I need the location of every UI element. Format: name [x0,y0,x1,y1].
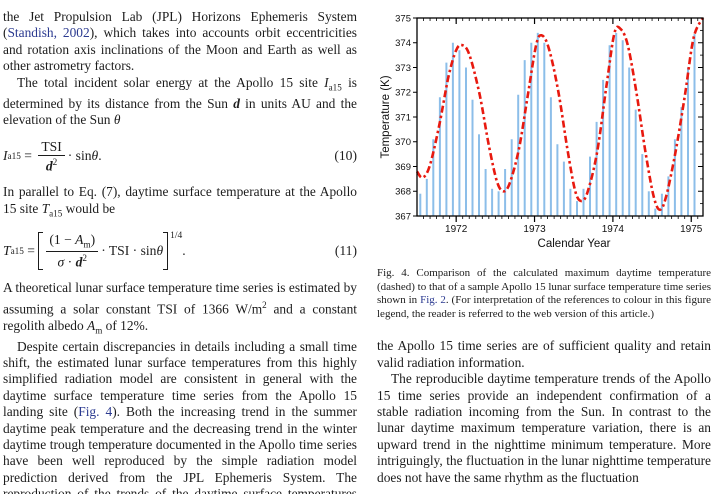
equation-number: (10) [334,148,357,164]
text-segment: in units AU and the elevation of the Sun [3,95,357,128]
body-paragraph: In parallel to Eq. (7), daytime surface … [3,184,357,221]
text-segment: T [41,200,50,216]
y-tick-label: 372 [395,88,411,99]
equation-exponent: 1/4 [170,231,183,242]
equation-period: . [98,148,102,164]
body-paragraph: The total incident solar energy at the A… [3,75,357,129]
equation-term: · TSI · sin [101,243,157,259]
equals-sign: = [23,243,39,259]
equation-term: · sin [67,148,92,164]
text-segment: 2 [262,299,267,310]
text-segment: d [233,95,240,111]
body-paragraph: the Jet Propulsion Lab (JPL) Horizons Ep… [3,9,357,75]
y-tick-label: 370 [395,137,411,148]
text-segment: and a constant regolith albedo [3,301,357,333]
text-segment: a15 [328,82,342,93]
fraction-denominator: σ · d2 [46,251,99,270]
model-curve [415,17,705,212]
body-paragraph: The reproducible daytime temperature tre… [377,371,711,486]
equation-subscript: a15 [10,246,24,257]
y-tick-label: 375 [395,13,411,24]
equation-period: . [182,243,186,259]
x-tick-label: 1973 [523,224,546,235]
text-segment: ). Both the increasing trend in the summ… [3,404,357,494]
equation-number: (11) [334,243,357,259]
text-segment: I [324,74,329,90]
equation-term: I [3,148,8,164]
y-tick-label: 368 [395,187,411,198]
fraction-numerator: TSI [41,138,62,154]
reference-link[interactable]: Standish, 2002 [7,25,90,41]
text-segment: m [95,325,103,336]
fraction: TSI d2 [38,138,65,175]
y-tick-label: 371 [395,112,411,123]
equation-term: T [3,243,11,259]
x-axis: 1972 1973 1974 1975 [423,18,703,235]
x-tick-label: 1972 [445,224,468,235]
body-paragraph: Despite certain discrepancies in details… [3,339,357,494]
y-axis-title: Temperature (K) [380,75,392,158]
y-tick-label: 373 [395,63,411,74]
left-column: the Jet Propulsion Lab (JPL) Horizons Ep… [3,9,357,494]
body-paragraph: the Apollo 15 time series are of suffici… [377,338,711,371]
fraction: (1 − Am) σ · d2 [46,231,99,271]
right-bracket [163,231,169,271]
text-segment: the Jet Propulsion Lab (JPL) Horizons Ep… [3,9,357,41]
right-column: 367 368 369 370 371 372 373 374 375 1972 1973 1974 1… [377,8,711,486]
equation-subscript: a15 [7,151,21,162]
text-segment: of 12%. [102,317,149,333]
text-segment: Despite certain discrepancies in details… [3,338,357,420]
y-axis: 367 368 369 370 371 372 373 374 375 [395,13,703,222]
reference-link[interactable]: Fig. 2 [420,294,446,307]
theta-symbol: θ [156,243,164,259]
body-paragraph: A theoretical lunar surface temperature … [3,280,357,338]
text-segment: is determined by its distance from the S… [3,74,358,111]
text-segment: A theoretical lunar surface temperature … [3,280,357,317]
text-segment: The total incident solar energy at the A… [17,74,325,90]
x-tick-label: 1974 [602,224,625,235]
y-tick-label: 369 [395,162,411,173]
text-segment: Fig. 4. Comparison of the calculated max… [377,267,711,307]
reference-link[interactable]: Fig. 4 [78,404,113,420]
text-segment: would be [62,200,116,216]
left-bracket [38,231,44,271]
text-segment: ), which takes into accounts orbit eccen… [3,25,358,74]
fraction-numerator: (1 − Am) [49,231,96,250]
text-segment: . (For interpretation of the references … [377,294,711,320]
figure-4-caption: Fig. 4. Comparison of the calculated max… [377,267,711,321]
temperature-bars [419,32,696,216]
y-tick-label: 374 [395,38,411,49]
x-tick-label: 1975 [680,224,703,235]
x-axis-title: Calendar Year [538,238,611,250]
theta-symbol: θ [91,148,99,164]
fraction-denominator: d2 [38,155,65,174]
text-segment: In parallel to Eq. (7), daytime surface … [3,184,357,216]
text-segment: θ [113,112,121,128]
text-segment: A [87,317,96,333]
text-segment: the Apollo 15 time series are of suffici… [377,338,711,370]
equals-sign: = [20,148,36,164]
text-segment: a15 [49,208,63,219]
text-segment: The reproducible daytime temperature tre… [377,371,711,485]
y-tick-label: 367 [395,211,411,222]
figure-4: 367 368 369 370 371 372 373 374 375 1972 1973 1974 1… [377,8,711,321]
